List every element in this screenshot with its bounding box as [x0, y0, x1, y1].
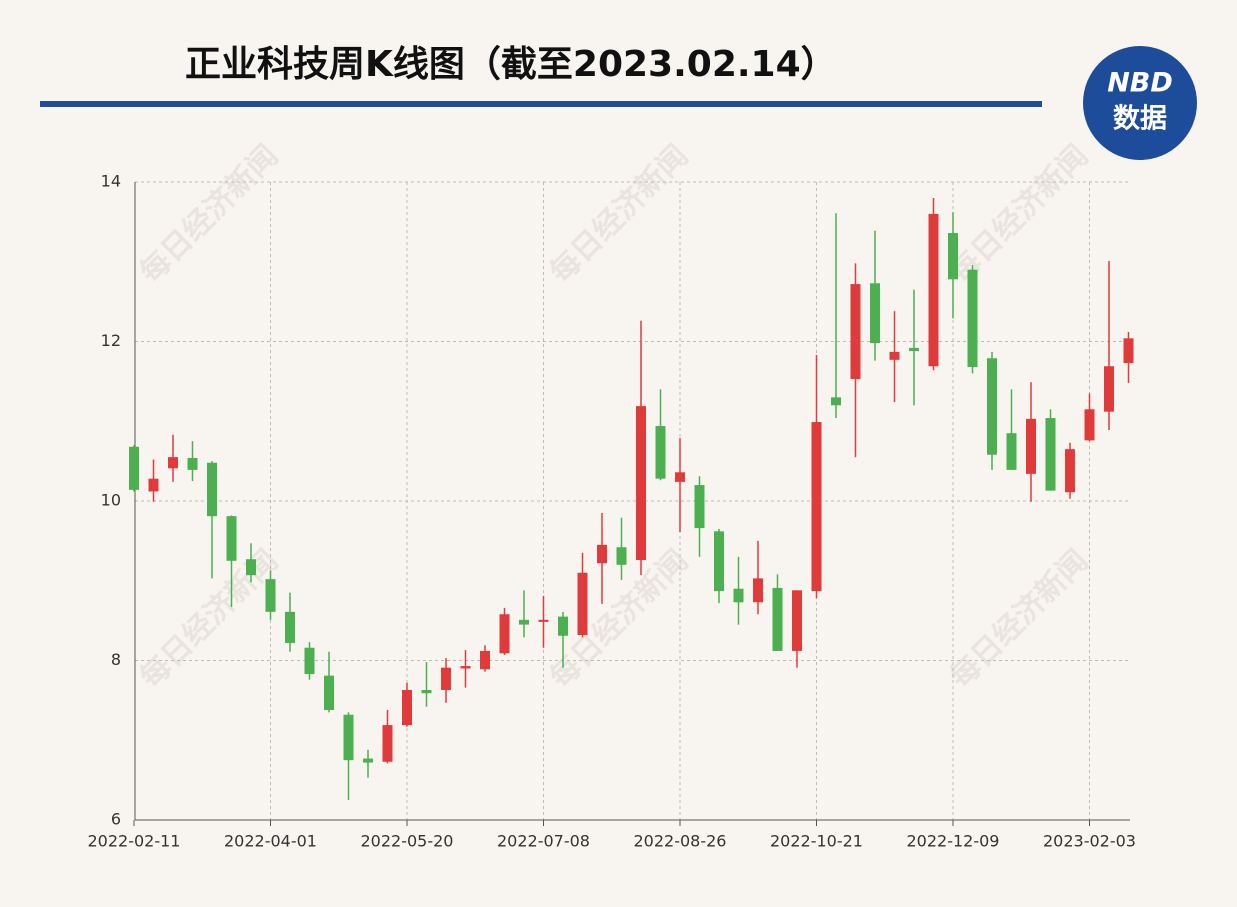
- candle-body: [597, 544, 607, 564]
- candle-body: [636, 406, 646, 561]
- candle-body: [870, 283, 880, 344]
- candle-body: [714, 531, 724, 592]
- candle-body: [1104, 366, 1114, 412]
- x-tick-label: 2022-12-09: [907, 832, 1000, 851]
- candle-body: [694, 485, 705, 529]
- candle-body: [577, 572, 588, 635]
- candle-body: [207, 462, 217, 517]
- candle-body: [402, 690, 412, 726]
- x-tick-label: 2022-05-20: [361, 832, 454, 851]
- x-tick-label: 2022-10-21: [770, 832, 863, 851]
- candle-body: [967, 269, 978, 368]
- candle-body: [831, 397, 841, 406]
- candle-body: [480, 650, 490, 670]
- candle-body: [675, 472, 685, 482]
- candle-body: [772, 587, 783, 651]
- x-tick-label: 2022-02-11: [88, 832, 181, 851]
- candle-body: [655, 426, 666, 479]
- y-tick-label: 8: [111, 650, 121, 669]
- candle-body: [811, 422, 822, 592]
- candle-body: [733, 588, 744, 603]
- x-tick-label: 2023-02-03: [1043, 832, 1136, 851]
- candle-body: [421, 690, 432, 694]
- y-tick-label: 14: [101, 172, 121, 191]
- candle-body: [304, 647, 315, 675]
- candle-body: [1026, 418, 1036, 474]
- candle-body: [246, 559, 256, 576]
- logo: [1083, 46, 1197, 160]
- candle-body: [889, 351, 900, 360]
- candle-body: [948, 233, 958, 280]
- candle-body: [792, 590, 802, 651]
- candle-body: [538, 619, 549, 622]
- candle-body: [499, 614, 510, 654]
- title-rule: [40, 101, 1042, 107]
- candle-body: [441, 667, 451, 691]
- logo-text: 数据: [1113, 104, 1167, 135]
- candle-body: [753, 578, 763, 603]
- candle-body: [1065, 449, 1075, 493]
- candle-body: [519, 619, 529, 625]
- y-tick-label: 12: [101, 331, 121, 350]
- candle-body: [558, 616, 568, 636]
- candle-body: [928, 213, 939, 367]
- x-tick-label: 2022-04-01: [224, 832, 317, 851]
- candle-body: [382, 725, 393, 762]
- y-tick-label: 10: [101, 491, 121, 510]
- candle-body: [148, 478, 159, 492]
- candle-body: [1006, 433, 1017, 470]
- candle-body: [1123, 338, 1134, 364]
- logo-text: NBD: [1107, 68, 1173, 99]
- candle-body: [850, 284, 861, 379]
- candle-body: [909, 347, 919, 352]
- y-tick-label: 6: [111, 810, 121, 829]
- candle-body: [285, 611, 295, 643]
- candle-body: [1045, 418, 1056, 491]
- candle-body: [1084, 409, 1095, 441]
- chart-title: 正业科技周K线图（截至2023.02.14）: [185, 44, 837, 85]
- candle-body: [187, 457, 198, 470]
- candle-body: [363, 758, 373, 763]
- candle-body: [460, 666, 471, 669]
- x-tick-label: 2022-08-26: [634, 832, 727, 851]
- candle-body: [129, 446, 139, 490]
- candle-body: [168, 457, 178, 469]
- candle-body: [265, 579, 276, 612]
- candle-body: [343, 714, 354, 761]
- candle-body: [987, 358, 997, 455]
- candle-body: [616, 547, 627, 565]
- x-tick-label: 2022-07-08: [497, 832, 590, 851]
- candle-body: [226, 516, 237, 561]
- candle-body: [324, 675, 334, 710]
